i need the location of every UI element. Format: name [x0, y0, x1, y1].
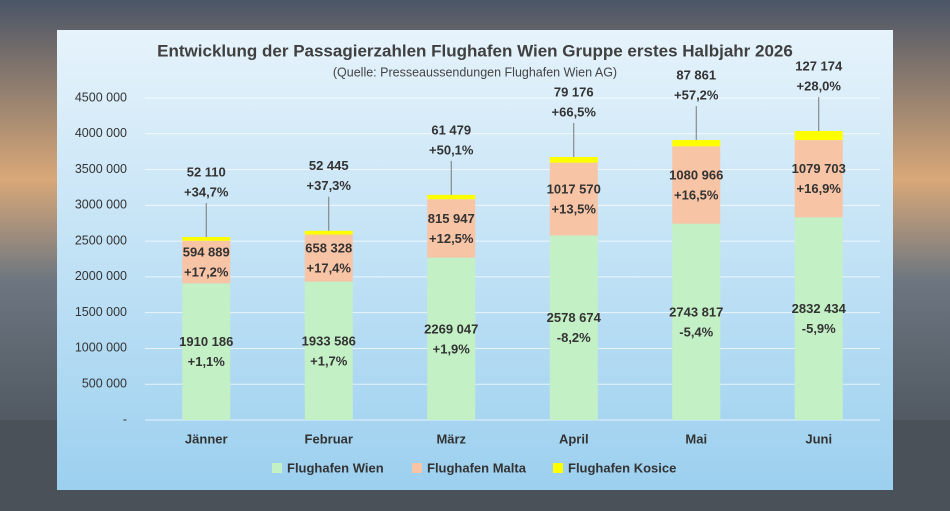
- bar-segment: [304, 230, 353, 235]
- value-label: 1910 186: [179, 334, 233, 349]
- legend-label: Flughafen Malta: [427, 460, 527, 475]
- bar-segment: [182, 240, 231, 284]
- value-label: 52 110: [187, 164, 226, 179]
- y-tick-label: 1500 000: [75, 305, 127, 319]
- bar-segment: [549, 235, 598, 420]
- bar-segment: [672, 146, 721, 224]
- change-label: +34,7%: [184, 184, 229, 199]
- bar-segment: [427, 257, 476, 420]
- legend-label: Flughafen Kosice: [568, 460, 676, 475]
- value-label: 815 947: [428, 211, 475, 226]
- bar-segment: [304, 281, 353, 420]
- bar-segment: [182, 283, 231, 420]
- y-tick-label: 3000 000: [75, 198, 127, 212]
- change-label: -5,9%: [802, 321, 836, 336]
- change-label: +16,9%: [797, 181, 842, 196]
- bar-segment: [427, 194, 476, 200]
- change-label: +13,5%: [552, 202, 597, 217]
- value-label: 52 445: [309, 158, 349, 173]
- bar-segment: [304, 234, 353, 282]
- y-tick-label: 1000 000: [75, 341, 127, 355]
- value-label: 1080 966: [669, 167, 723, 182]
- legend-swatch: [553, 463, 563, 473]
- change-label: +17,2%: [184, 264, 229, 279]
- change-label: +17,4%: [307, 261, 352, 276]
- value-label: 1079 703: [792, 161, 846, 176]
- value-label: 2743 817: [669, 304, 723, 319]
- bar-segment: [182, 237, 231, 241]
- value-label: 127 174: [795, 58, 843, 73]
- value-label: 594 889: [183, 244, 230, 259]
- x-tick-label: Jänner: [185, 431, 228, 446]
- bar-segment: [794, 140, 843, 218]
- bar-segment: [549, 162, 598, 236]
- bar-segment: [549, 157, 598, 163]
- bar-segment: [672, 140, 721, 147]
- x-tick-label: Februar: [305, 431, 353, 446]
- bar-segment: [794, 130, 843, 141]
- value-label: 2832 434: [792, 301, 847, 316]
- x-tick-label: Juni: [805, 431, 832, 446]
- change-label: -5,4%: [679, 324, 713, 339]
- change-label: +57,2%: [674, 87, 719, 102]
- chart-title: Entwicklung der Passagierzahlen Flughafe…: [157, 41, 793, 60]
- y-tick-label: 3500 000: [75, 162, 127, 176]
- change-label: +50,1%: [429, 142, 474, 157]
- change-label: +16,5%: [674, 187, 719, 202]
- value-label: 658 328: [305, 241, 352, 256]
- change-label: +1,7%: [310, 353, 348, 368]
- value-label: 61 479: [431, 122, 471, 137]
- change-label: -8,2%: [557, 330, 591, 345]
- y-tick-label: -: [123, 412, 127, 426]
- x-tick-label: Mai: [685, 431, 707, 446]
- value-label: 79 176: [554, 84, 594, 99]
- x-tick-label: April: [559, 431, 589, 446]
- y-tick-label: 2500 000: [75, 233, 127, 247]
- value-label: 2269 047: [424, 321, 478, 336]
- y-tick-label: 2000 000: [75, 269, 127, 283]
- change-label: +1,1%: [188, 354, 226, 369]
- y-tick-label: 4000 000: [75, 126, 127, 140]
- change-label: +37,3%: [307, 178, 352, 193]
- legend-swatch: [412, 463, 422, 473]
- value-label: 1017 570: [547, 182, 601, 197]
- value-label: 2578 674: [547, 310, 602, 325]
- chart-subtitle: (Quelle: Presseaussendungen Flughafen Wi…: [333, 65, 617, 79]
- change-label: +66,5%: [552, 104, 597, 119]
- change-label: +12,5%: [429, 231, 474, 246]
- y-tick-label: 4500 000: [75, 90, 127, 104]
- change-label: +28,0%: [797, 78, 842, 93]
- legend-swatch: [272, 463, 282, 473]
- y-tick-label: 500 000: [82, 377, 127, 391]
- x-tick-label: März: [436, 431, 466, 446]
- bar-segment: [672, 223, 721, 420]
- bar-segment: [794, 217, 843, 420]
- value-label: 87 861: [676, 67, 716, 82]
- value-label: 1933 586: [302, 333, 356, 348]
- legend-label: Flughafen Wien: [287, 460, 384, 475]
- change-label: +1,9%: [433, 341, 471, 356]
- bar-segment: [427, 199, 476, 258]
